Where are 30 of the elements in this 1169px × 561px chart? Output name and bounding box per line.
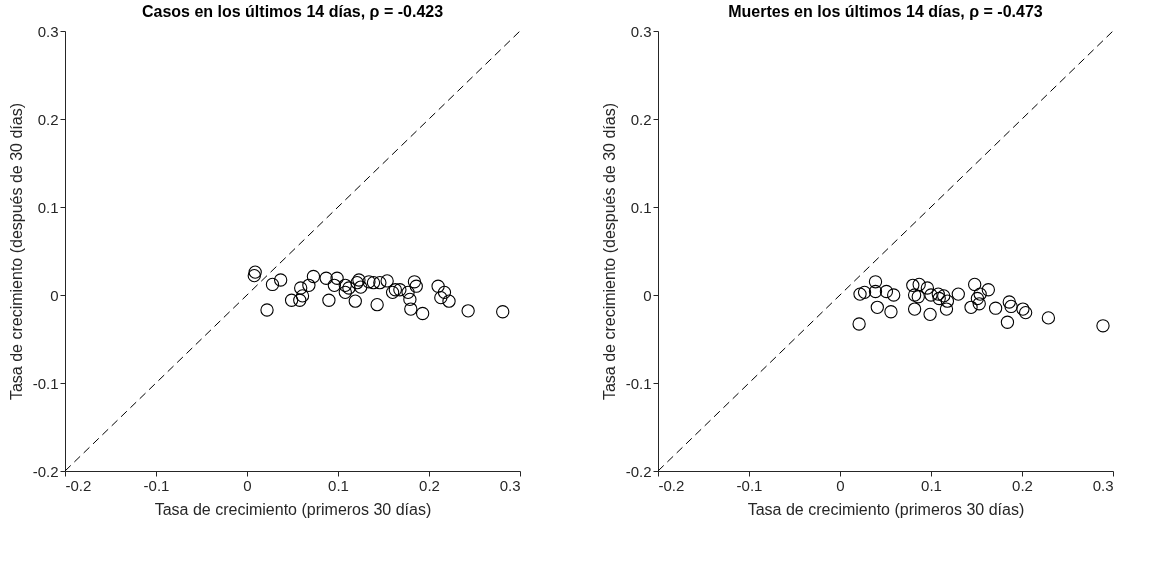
chart-title: Muertes en los últimos 14 días, ρ = -0.473 [728,3,1043,20]
x-tick-label: 0 [243,476,252,494]
x-tick-label: 0.2 [419,476,440,494]
x-axis-title: Tasa de crecimiento (primeros 30 días) [747,500,1025,518]
chart-title: Casos en los últimos 14 días, ρ = -0.423 [141,3,444,20]
y-axis-title: Tasa de crecimiento (después de 30 días) [7,102,25,401]
x-tick-label: 0.2 [1012,476,1033,494]
x-tick-label: 0.3 [1092,476,1114,494]
y-tick-label: -0.2 [32,462,59,480]
x-tick-label: 0.1 [921,476,942,494]
x-tick-label: -0.2 [658,476,685,494]
y-tick-label: 0 [50,286,59,304]
x-tick-label: 0.1 [328,476,349,494]
x-tick-label: -0.2 [65,476,92,494]
y-tick-label: 0.2 [630,110,652,128]
x-tick-label: 0.3 [499,476,521,494]
y-tick-label: 0.1 [37,198,59,216]
y-tick-label: 0.3 [630,22,652,40]
y-tick-label: -0.2 [625,462,652,480]
y-tick-label: 0 [643,286,652,304]
y-tick-label: 0.3 [37,22,59,40]
x-axis-title: Tasa de crecimiento (primeros 30 días) [154,500,432,518]
y-tick-label: 0.1 [630,198,652,216]
x-tick-label: -0.1 [736,476,763,494]
x-tick-label: -0.1 [143,476,170,494]
x-tick-label: 0 [836,476,845,494]
y-tick-label: -0.1 [32,374,59,392]
y-axis-title: Tasa de crecimiento (después de 30 días) [600,102,618,401]
y-tick-label: 0.2 [37,110,59,128]
y-tick-label: -0.1 [625,374,652,392]
